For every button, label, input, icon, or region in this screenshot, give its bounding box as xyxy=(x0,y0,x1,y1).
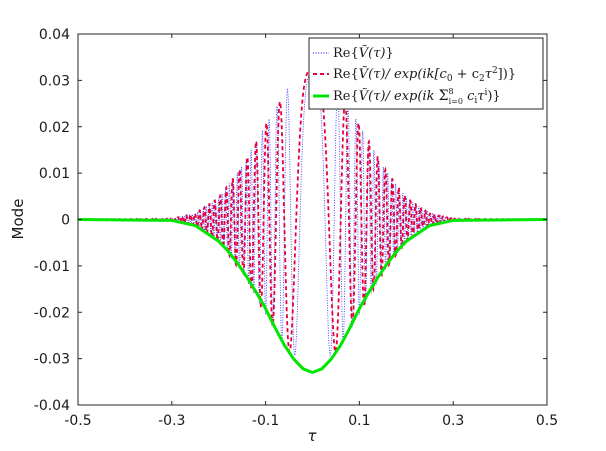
y-tick-label: 0.03 xyxy=(39,73,70,89)
x-tick-label: -0.3 xyxy=(158,413,185,429)
legend-label-s1: Re{Ṽ(τ)} xyxy=(333,45,394,61)
series-layer xyxy=(78,65,547,375)
x-tick-label: 0.3 xyxy=(442,413,464,429)
y-tick-label: 0.04 xyxy=(39,27,70,43)
y-tick-label: 0 xyxy=(61,213,70,229)
x-tick-label: 0.1 xyxy=(348,413,370,429)
x-axis-ticks: -0.5 -0.3 -0.1 0.1 0.3 0.5 xyxy=(64,34,558,429)
y-tick-label: 0.02 xyxy=(39,120,70,136)
y-tick-label: -0.03 xyxy=(34,352,70,368)
series-line-s3 xyxy=(78,218,547,375)
x-tick-label: 0.5 xyxy=(536,413,558,429)
x-tick-label: -0.1 xyxy=(252,413,279,429)
y-axis-title: Mode xyxy=(9,199,27,240)
legend-box xyxy=(308,37,544,110)
y-tick-label: -0.04 xyxy=(34,398,70,414)
x-tick-label: -0.5 xyxy=(64,413,91,429)
y-tick-label: -0.02 xyxy=(34,305,70,321)
y-tick-label: -0.01 xyxy=(34,259,70,275)
legend: Re{Ṽ(τ)} Re{Ṽ(τ)/ exp(ik[c0 + c2τ2])} Re… xyxy=(308,37,544,110)
x-axis-title: τ xyxy=(307,427,317,445)
legend-label-s3: Re{Ṽ(τ)/ exp(ik Σ8 i=0 ciτi)} xyxy=(333,87,501,106)
y-tick-label: 0.01 xyxy=(39,166,70,182)
series-line-s2 xyxy=(78,65,547,353)
legend-label-s2: Re{Ṽ(τ)/ exp(ik[c0 + c2τ2])} xyxy=(333,66,516,84)
y-axis-ticks: -0.04 -0.03 -0.02 -0.01 0 0.01 0.02 0.03 0.04 xyxy=(34,27,547,414)
